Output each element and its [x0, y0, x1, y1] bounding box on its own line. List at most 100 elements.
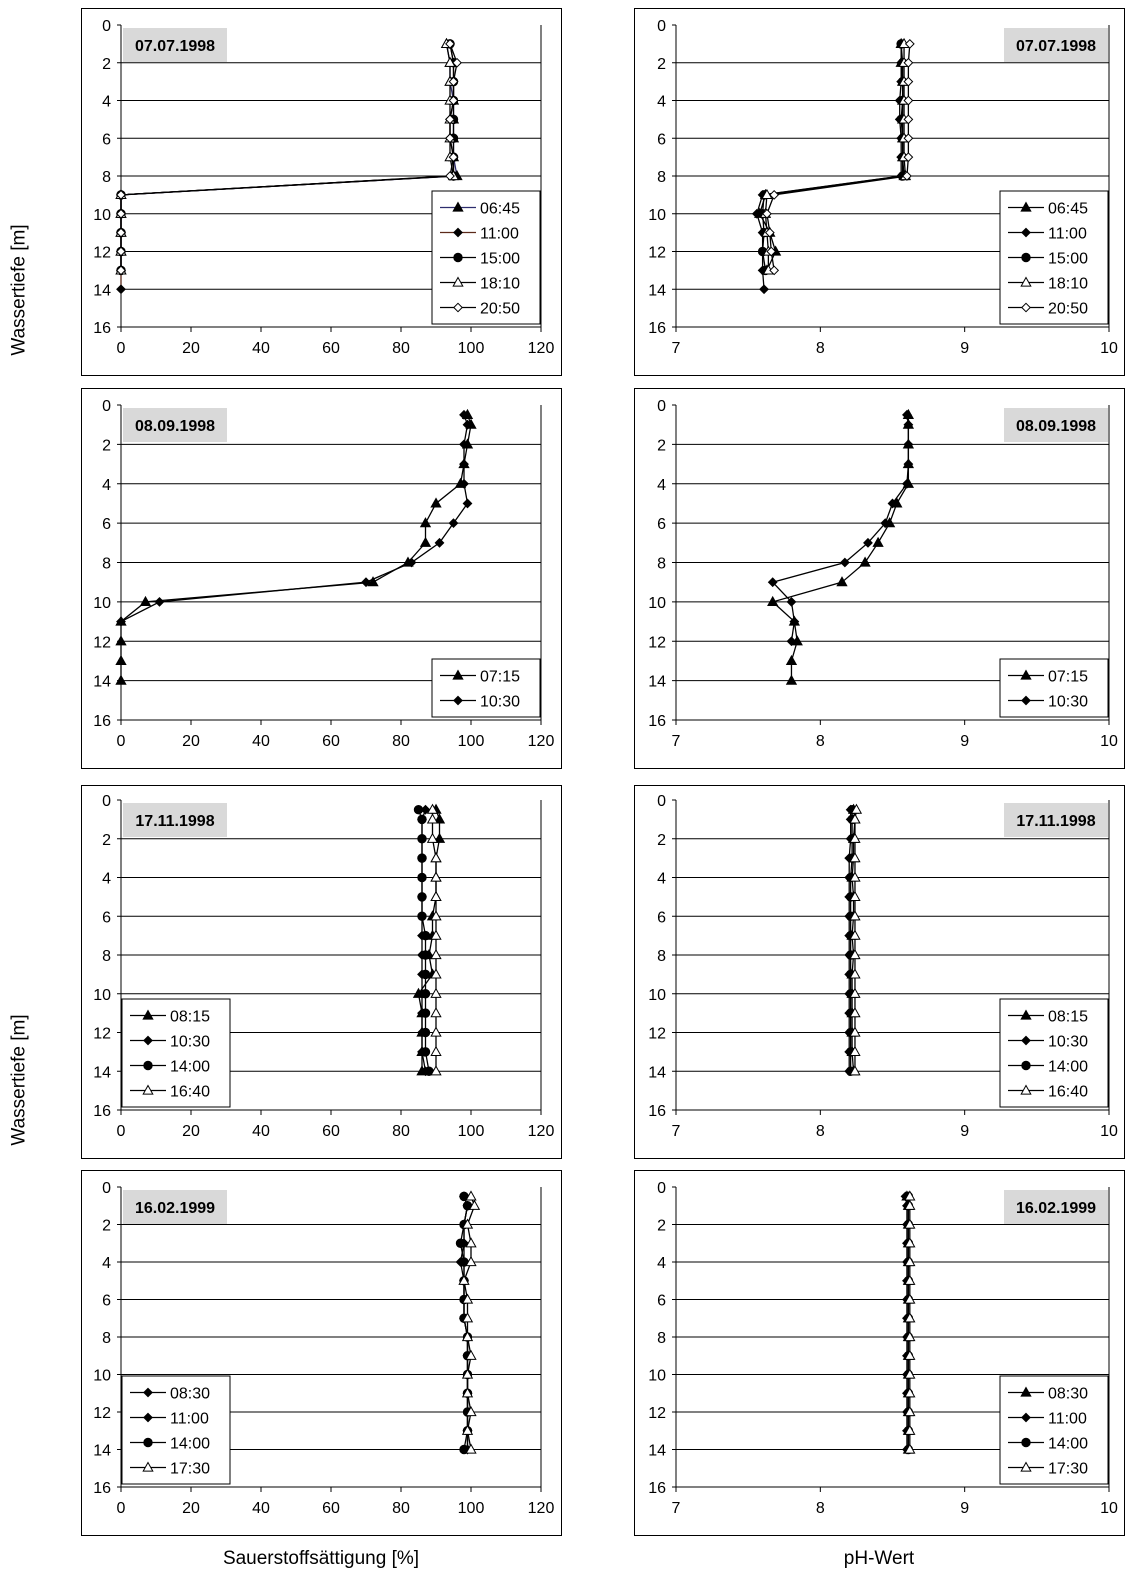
- chart-1-legend-marker-06-45: [1020, 201, 1032, 212]
- chart-5-series-16-40-point-3: [849, 852, 861, 863]
- chart-2-legend-label-07-15: 07:15: [480, 669, 520, 686]
- chart-3-series-10-30-point-1: [903, 419, 914, 430]
- chart-5-legend-label-10-30: 10:30: [1048, 1034, 1088, 1051]
- chart-7-legend-label-14-00: 14:00: [1048, 1436, 1088, 1453]
- chart-5-series-16-40-point-10: [849, 987, 861, 998]
- chart-7-series-17-30-point-4: [904, 1255, 916, 1267]
- chart-4-ytick-label-14: 14: [93, 1064, 111, 1081]
- chart-4-xtick-label-80: 80: [392, 1123, 410, 1140]
- chart-2-series-07-15-point-5: [430, 497, 442, 508]
- chart-6-legend-marker-17-30: [142, 1461, 154, 1472]
- chart-6-series-17-30-point-6: [461, 1293, 474, 1304]
- chart-2-series-10-30-point-7: [434, 537, 445, 548]
- chart-0-series-20-50-point-11: [116, 246, 126, 257]
- chart-4-series-16-40-point-2: [426, 832, 439, 843]
- chart-0-xtick-label-40: 40: [252, 340, 270, 357]
- chart-6-xtick-label-20: 20: [182, 1500, 200, 1517]
- chart-5-series-16-40-point-7: [849, 929, 861, 940]
- chart-4-ytick-label-12: 12: [93, 1026, 111, 1043]
- chart-3-series-07-15-point-7: [872, 536, 884, 547]
- chart-1-series-20-50-point-9: [762, 208, 772, 219]
- chart-6-series-17-30-point-1: [468, 1199, 481, 1210]
- chart-5-series-16-40-point-12: [849, 1026, 861, 1037]
- chart-1-xtick-label-10: 10: [1100, 340, 1118, 357]
- chart-4-xtick-label-40: 40: [252, 1123, 270, 1140]
- chart-3-date-box: [1004, 408, 1108, 442]
- chart-4-ytick-label-6: 6: [102, 909, 111, 926]
- chart-3-xtick-label-8: 8: [816, 733, 825, 750]
- chart-7-ytick-label-10: 10: [648, 1368, 666, 1385]
- chart-4-legend-marker-08-15: [142, 1009, 154, 1020]
- chart-4-series-14-00-point-9: [420, 969, 431, 980]
- chart-4-series-16-40-point-10: [430, 987, 442, 998]
- chart-0-series-20-50-point-7: [445, 171, 455, 181]
- chart-4-series-08-15-point-1: [433, 813, 446, 824]
- chart-2-series-07-15-point-13: [115, 654, 127, 666]
- chart-1-date-label: 07.07.1998: [1016, 38, 1096, 55]
- chart-5-series-16-40-point-14: [849, 1065, 861, 1076]
- chart-7-ytick-label-8: 8: [657, 1330, 666, 1347]
- chart-3-xtick-label-7: 7: [672, 733, 681, 750]
- chart-7-date-label: 16.02.1999: [1016, 1200, 1096, 1217]
- chart-2-xtick-label-60: 60: [322, 733, 340, 750]
- chart-5-series-16-40-point-1: [849, 813, 861, 824]
- chart-4-ytick-label-0: 0: [102, 793, 111, 810]
- chart-5-legend-marker-14-00: [1021, 1060, 1031, 1071]
- chart-4-xtick-label-0: 0: [117, 1123, 126, 1140]
- chart-1-series-20-50-point-1: [903, 57, 914, 68]
- chart-0-legend-marker-15-00: [453, 252, 463, 263]
- chart-4-series-14-00-point-2: [417, 834, 427, 844]
- chart-7-xtick-label-10: 10: [1100, 1500, 1118, 1517]
- chart-2-ytick-label-4: 4: [102, 477, 111, 494]
- chart-4-series-14-00-point-1: [417, 814, 427, 825]
- chart-5-ytick-label-12: 12: [648, 1026, 666, 1043]
- chart-6-xtick-label-120: 120: [528, 1500, 555, 1517]
- chart-7-ytick-label-0: 0: [657, 1180, 666, 1197]
- chart-5-series-16-40-point-13: [849, 1045, 861, 1056]
- chart-3-series-07-15-point-8: [859, 556, 871, 567]
- chart-0-series-20-50-point-6: [448, 152, 459, 163]
- chart-2-series-10-30-point-5: [462, 498, 473, 509]
- chart-1-series-20-50-point-3: [903, 95, 914, 106]
- chart-0-xtick-label-100: 100: [458, 340, 485, 357]
- chart-3-series-10-30-point-0: [902, 409, 912, 420]
- chart-5-ytick-label-6: 6: [657, 909, 666, 926]
- chart-4-date-box: [123, 803, 227, 837]
- chart-1-legend-label-20-50: 20:50: [1048, 301, 1088, 318]
- chart-0-date-label: 07.07.1998: [135, 38, 215, 55]
- chart-0-legend-marker-18-10: [452, 276, 464, 287]
- chart-6-ytick-label-2: 2: [102, 1218, 111, 1235]
- chart-1-legend-marker-20-50: [1021, 302, 1031, 313]
- chart-0-ytick-label-0: 0: [102, 18, 111, 35]
- chart-2-ytick-label-8: 8: [102, 556, 111, 573]
- chart-3-series-10-30-point-2: [903, 439, 914, 450]
- chart-4-date-label: 17.11.1998: [135, 813, 214, 830]
- chart-2-date-box: [123, 408, 227, 442]
- chart-0-legend-label-15-00: 15:00: [480, 251, 520, 268]
- chart-7-series-17-30-point-6: [904, 1293, 916, 1304]
- chart-1-legend-label-11-00: 11:00: [1048, 226, 1087, 243]
- chart-5-ytick-label-0: 0: [657, 793, 666, 810]
- chart-5-series-16-40-point-2: [849, 832, 861, 843]
- chart-6-date-label: 16.02.1999: [135, 1200, 215, 1217]
- chart-7-legend-marker-14-00: [1021, 1437, 1031, 1448]
- chart-6-ytick-label-12: 12: [93, 1405, 111, 1422]
- chart-2-series-07-15-point-9: [367, 576, 379, 587]
- chart-7-ytick-label-6: 6: [657, 1293, 666, 1310]
- chart-1-ytick-label-4: 4: [657, 94, 666, 111]
- chart-6-legend-marker-11-00: [143, 1412, 153, 1423]
- chart-1-legend-marker-18-10: [1020, 276, 1032, 287]
- chart-3-series-07-15-point-9: [836, 576, 848, 587]
- chart-0-legend-marker-06-45: [452, 201, 464, 212]
- chart-3-series-10-30-point-9: [767, 577, 778, 588]
- chart-5-legend-label-08-15: 08:15: [1048, 1009, 1088, 1026]
- chart-5-legend-label-16-40: 16:40: [1048, 1084, 1088, 1101]
- chart-6-legend-label-14-00: 14:00: [170, 1436, 210, 1453]
- chart-2-series-10-30-point-6: [448, 518, 459, 529]
- chart-4-ytick-label-4: 4: [102, 871, 111, 888]
- chart-1-series-20-50-point-12: [769, 265, 780, 276]
- chart-5-date-box: [1004, 803, 1108, 837]
